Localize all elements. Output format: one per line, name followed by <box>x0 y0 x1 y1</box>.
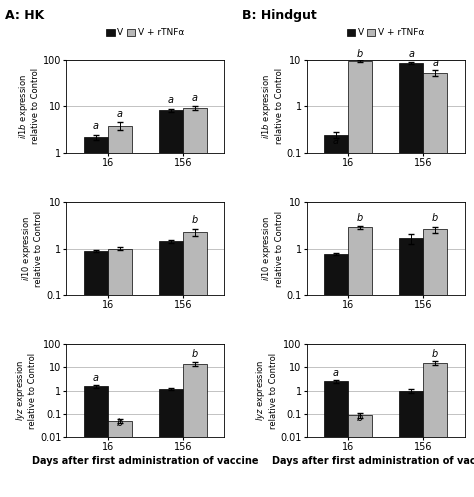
Bar <box>84 137 108 497</box>
Legend: V, V + rTNFα: V, V + rTNFα <box>343 25 428 41</box>
Text: a: a <box>168 95 174 105</box>
Bar <box>423 73 447 497</box>
X-axis label: Days after first administration of vaccine: Days after first administration of vacci… <box>32 456 259 466</box>
Text: b: b <box>117 418 123 428</box>
Text: b: b <box>192 349 198 359</box>
Text: b: b <box>192 215 198 225</box>
Text: b: b <box>432 213 438 223</box>
Y-axis label: $il1b$ expression
relative to Control: $il1b$ expression relative to Control <box>260 68 283 145</box>
Bar <box>423 363 447 497</box>
Bar <box>84 251 108 497</box>
Bar <box>423 230 447 497</box>
Bar <box>324 381 348 497</box>
Text: a: a <box>93 373 99 383</box>
Legend: V, V + rTNFα: V, V + rTNFα <box>103 25 188 41</box>
Bar <box>348 61 372 497</box>
Bar <box>159 389 183 497</box>
Bar <box>348 415 372 497</box>
Bar <box>324 135 348 497</box>
Text: a: a <box>333 136 339 146</box>
Text: b: b <box>357 49 363 59</box>
Bar <box>108 126 132 497</box>
Text: B: Hindgut: B: Hindgut <box>242 9 317 22</box>
Text: a: a <box>117 108 123 118</box>
Bar <box>183 364 207 497</box>
Bar <box>183 232 207 497</box>
Y-axis label: $il10$ expression
relative to Control: $il10$ expression relative to Control <box>20 210 44 287</box>
Bar <box>399 63 423 497</box>
Bar <box>84 387 108 497</box>
Text: a: a <box>333 368 339 378</box>
Text: a: a <box>192 92 198 103</box>
Text: A: HK: A: HK <box>5 9 44 22</box>
Bar <box>399 239 423 497</box>
X-axis label: Days after first administration of vaccine: Days after first administration of vacci… <box>272 456 474 466</box>
Bar <box>183 108 207 497</box>
Text: b: b <box>357 213 363 223</box>
Text: a: a <box>432 58 438 69</box>
Bar <box>348 227 372 497</box>
Y-axis label: $lyz$ expression
relative to Control: $lyz$ expression relative to Control <box>14 352 37 429</box>
Text: a: a <box>93 121 99 131</box>
Y-axis label: $il10$ expression
relative to Control: $il10$ expression relative to Control <box>260 210 283 287</box>
Bar <box>159 110 183 497</box>
Bar <box>399 391 423 497</box>
Bar <box>159 242 183 497</box>
Y-axis label: $il1b$ expression
relative to Control: $il1b$ expression relative to Control <box>17 68 40 145</box>
Y-axis label: $lyz$ expression
relative to Control: $lyz$ expression relative to Control <box>254 352 277 429</box>
Bar <box>108 248 132 497</box>
Text: a: a <box>408 49 414 59</box>
Text: b: b <box>432 349 438 359</box>
Bar <box>324 254 348 497</box>
Bar <box>108 421 132 497</box>
Text: b: b <box>357 413 363 423</box>
